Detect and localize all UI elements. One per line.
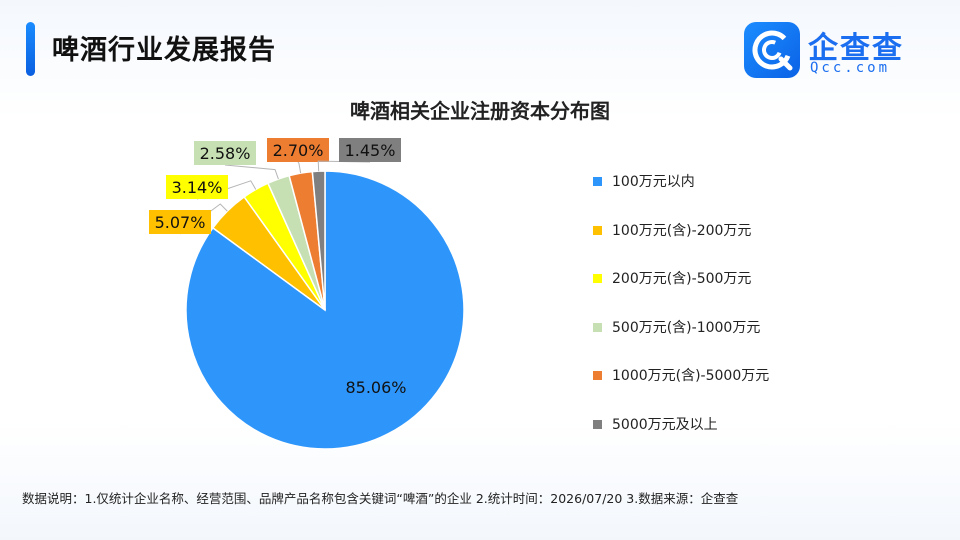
legend-swatch bbox=[593, 322, 602, 332]
qcc-logo-domain: Qcc.com bbox=[810, 60, 891, 76]
legend-label: 500万元(含)-1000万元 bbox=[612, 319, 761, 336]
leader-line bbox=[317, 160, 371, 172]
title-accent-bar bbox=[26, 22, 35, 76]
legend-label: 200万元(含)-500万元 bbox=[612, 271, 752, 287]
legend-label: 1000万元(含)-5000万元 bbox=[612, 368, 770, 384]
chart-title: 啤酒相关企业注册资本分布图 bbox=[350, 99, 610, 123]
report-title: 啤酒行业发展报告 bbox=[52, 35, 276, 66]
slice-value-label: 2.70% bbox=[273, 141, 324, 160]
pie-slice bbox=[185, 170, 465, 450]
qcc-logo-icon bbox=[744, 22, 800, 78]
qcc-logo-name: 企查查 bbox=[808, 31, 904, 66]
legend-label: 5000万元及以上 bbox=[612, 416, 718, 433]
slice-label-box bbox=[194, 141, 256, 165]
legend-swatch bbox=[593, 274, 602, 283]
data-footnote: 数据说明：1.仅统计企业名称、经营范围、品牌产品名称包含关键词“啤酒”的企业 2… bbox=[22, 491, 739, 506]
slice-value-label: 5.07% bbox=[155, 213, 206, 232]
slice-value-label: 85.06% bbox=[345, 378, 406, 397]
slice-value-label: 1.45% bbox=[345, 141, 396, 160]
legend-swatch bbox=[593, 177, 602, 186]
slice-value-label: 3.14% bbox=[172, 178, 223, 197]
leader-line bbox=[297, 161, 302, 174]
legend-label: 100万元(含)-200万元 bbox=[612, 222, 752, 239]
legend-swatch bbox=[593, 225, 602, 235]
leader-line bbox=[224, 164, 279, 180]
slice-label-box bbox=[166, 175, 228, 199]
slice-label-box bbox=[267, 138, 329, 162]
slice-value-label: 2.58% bbox=[200, 144, 251, 163]
slice-label-box bbox=[149, 210, 211, 234]
slice-label-box bbox=[339, 138, 401, 162]
legend-swatch bbox=[593, 419, 602, 429]
qcc-logo: 企查查 Qcc.com bbox=[744, 22, 934, 80]
legend-swatch bbox=[593, 371, 602, 380]
legend-label: 100万元以内 bbox=[612, 174, 695, 190]
